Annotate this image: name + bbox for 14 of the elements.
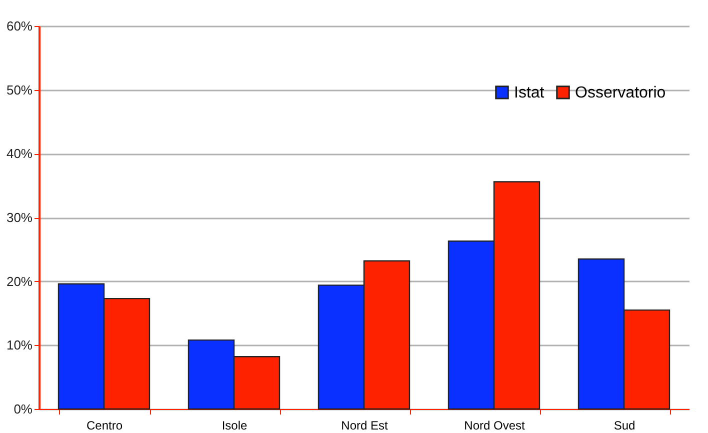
legend-label: Istat [514, 84, 545, 102]
y-tick-label: 30% [6, 210, 33, 225]
x-tick-label: Nord Ovest [464, 418, 526, 432]
y-tick-label: 40% [6, 146, 33, 162]
legend-label: Osservatorio [575, 84, 666, 102]
x-tick-label: Centro [86, 418, 123, 432]
y-tick-label: 10% [6, 338, 33, 353]
y-tick-label: 60% [6, 18, 33, 34]
x-tick-label: Sud [614, 418, 636, 432]
y-tick-label: 50% [6, 82, 33, 98]
x-tick-label: Nord Est [341, 418, 389, 432]
x-tick-label: Isole [222, 418, 248, 432]
y-tick-label: 0% [14, 402, 33, 416]
y-tick-label: 20% [6, 274, 33, 289]
